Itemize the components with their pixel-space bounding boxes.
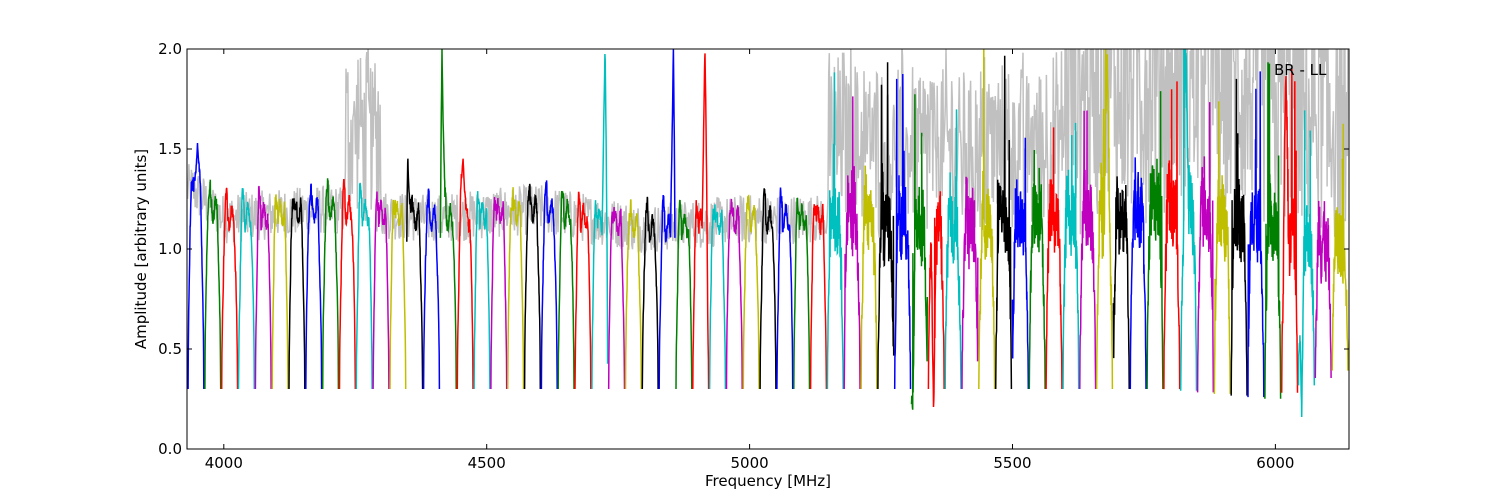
band-line	[961, 176, 979, 390]
band-line	[355, 182, 373, 390]
band-line	[389, 199, 407, 390]
band-line	[1028, 149, 1046, 390]
band-line	[826, 72, 844, 390]
band-line	[540, 180, 558, 390]
band-line	[1331, 123, 1349, 371]
band-line	[271, 194, 289, 390]
band-line	[406, 158, 424, 390]
band-line	[624, 199, 643, 390]
x-tick-label: 4000	[205, 454, 243, 472]
band-line	[1062, 122, 1080, 390]
band-line	[978, 49, 996, 390]
band-line	[305, 183, 323, 390]
y-tick-label: 0.5	[158, 340, 182, 358]
band-line	[910, 94, 929, 410]
y-tick-label: 1.0	[158, 240, 182, 258]
background-trace-line	[187, 49, 1349, 256]
band-line	[473, 191, 491, 390]
x-tick-label: 5000	[731, 454, 769, 472]
band-line	[860, 165, 878, 390]
band-line	[776, 187, 794, 390]
x-tick-label: 6000	[1256, 454, 1294, 472]
band-line	[1179, 49, 1198, 391]
x-tick-label: 5500	[993, 454, 1031, 472]
band-line	[725, 198, 743, 390]
band-line	[338, 178, 357, 390]
band-line	[456, 158, 474, 390]
x-axis-label: Frequency [MHz]	[705, 472, 831, 490]
band-line	[372, 191, 390, 390]
band-line	[809, 203, 828, 390]
band-line	[1011, 137, 1030, 390]
band-line	[742, 194, 760, 390]
band-line	[1314, 200, 1332, 379]
band-line	[1112, 176, 1130, 390]
y-axis: 0.0 0.5 1.0 1.5 2.0	[158, 40, 1349, 458]
band-line	[927, 191, 945, 408]
band-line	[675, 199, 693, 390]
band-line	[877, 62, 895, 390]
band-line	[658, 49, 676, 390]
band-line	[574, 191, 592, 390]
band-line	[321, 178, 340, 390]
y-tick-label: 0.0	[158, 440, 182, 458]
band-line	[1129, 157, 1147, 390]
band-line	[187, 142, 205, 390]
band-line	[1095, 49, 1114, 390]
band-line	[641, 196, 659, 390]
band-line	[591, 53, 609, 390]
band-line	[843, 96, 861, 390]
band-line	[439, 49, 457, 390]
band-line	[708, 204, 727, 390]
y-tick-label: 2.0	[158, 40, 182, 58]
band-line	[1146, 91, 1164, 390]
band-line	[793, 197, 811, 390]
y-tick-label: 1.5	[158, 140, 182, 158]
band-line	[288, 197, 306, 390]
background-trace-layer	[187, 49, 1349, 256]
band-line	[1079, 110, 1097, 390]
band-line	[490, 196, 508, 390]
band-line	[254, 185, 272, 390]
band-line	[607, 206, 626, 390]
band-line	[237, 188, 256, 390]
band-line	[994, 55, 1013, 390]
x-tick-label: 4500	[468, 454, 506, 472]
band-line	[944, 109, 962, 390]
band-line	[422, 188, 441, 390]
annotation-text: BR - LL	[1274, 61, 1327, 79]
band-line	[506, 187, 525, 390]
band-line	[1264, 62, 1282, 399]
y-axis-label: Amplitude [arbitrary units]	[132, 149, 150, 349]
band-line	[220, 187, 239, 390]
band-line	[1163, 81, 1181, 390]
band-line	[759, 188, 777, 390]
band-line	[557, 190, 575, 390]
band-line	[1230, 78, 1248, 396]
band-line	[523, 183, 542, 390]
band-line	[1280, 68, 1299, 393]
band-line	[893, 73, 912, 390]
band-line	[1196, 102, 1215, 393]
band-line	[1247, 71, 1265, 398]
bands-layer	[187, 49, 1349, 418]
band-line	[1213, 101, 1231, 394]
band-line	[204, 179, 222, 390]
band-line	[1045, 127, 1063, 390]
band-line	[1297, 110, 1316, 418]
band-line	[692, 53, 710, 390]
x-axis: 4000 4500 5000 5500 6000	[205, 49, 1294, 472]
